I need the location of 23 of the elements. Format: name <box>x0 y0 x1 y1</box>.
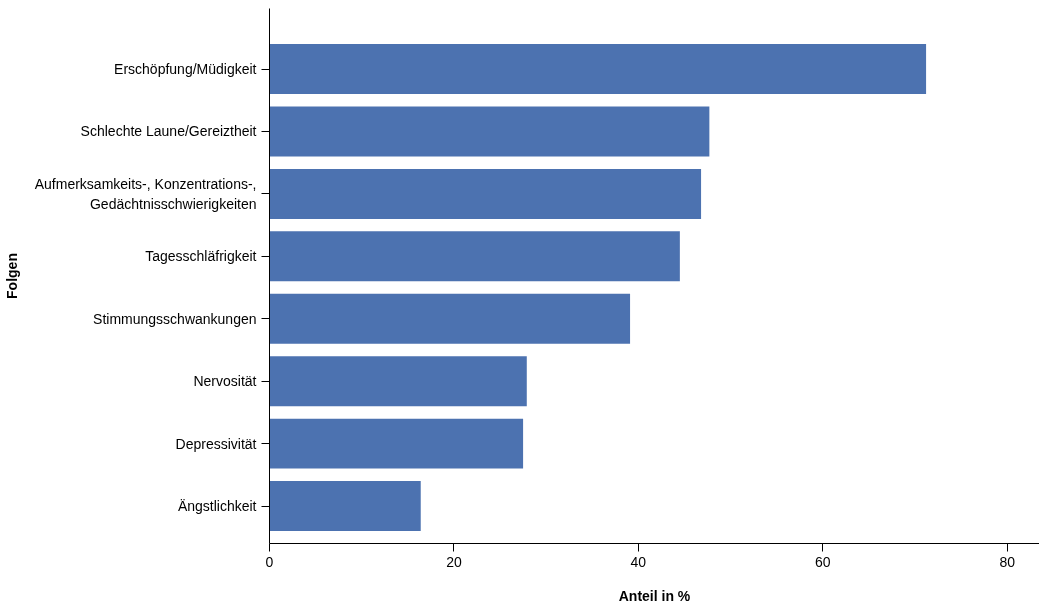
bar <box>269 44 927 95</box>
bar <box>269 231 680 282</box>
y-tick-label: Nervosität <box>193 373 257 390</box>
bar <box>269 481 421 532</box>
y-axis-title: Folgen <box>3 253 20 299</box>
bar <box>269 168 702 219</box>
y-tick-label: Stimmungsschwankungen <box>93 310 257 327</box>
x-tick-label: 40 <box>630 553 647 570</box>
x-tick-label: 20 <box>446 553 462 570</box>
y-tick-label: Erschöpfung/Müdigkeit <box>114 61 257 78</box>
y-tick-label: Ängstlichkeit <box>177 498 257 515</box>
y-tick-label: Aufmerksamkeits-, Konzentrations-, Gedächtnisschwierigkeiten <box>34 176 257 212</box>
bar <box>269 293 631 344</box>
bar <box>269 106 710 157</box>
x-tick-label: 0 <box>265 553 274 570</box>
bar <box>269 356 527 407</box>
x-axis-title: Anteil in % <box>618 587 691 604</box>
x-tick-label: 80 <box>999 553 1016 570</box>
y-tick-label: Depressivität <box>175 435 257 452</box>
x-tick-label: 60 <box>815 553 831 570</box>
bar <box>269 418 524 469</box>
y-tick-label: Schlechte Laune/Gereiztheit <box>80 123 257 140</box>
y-tick-label: Tagesschläfrigkeit <box>145 248 257 265</box>
